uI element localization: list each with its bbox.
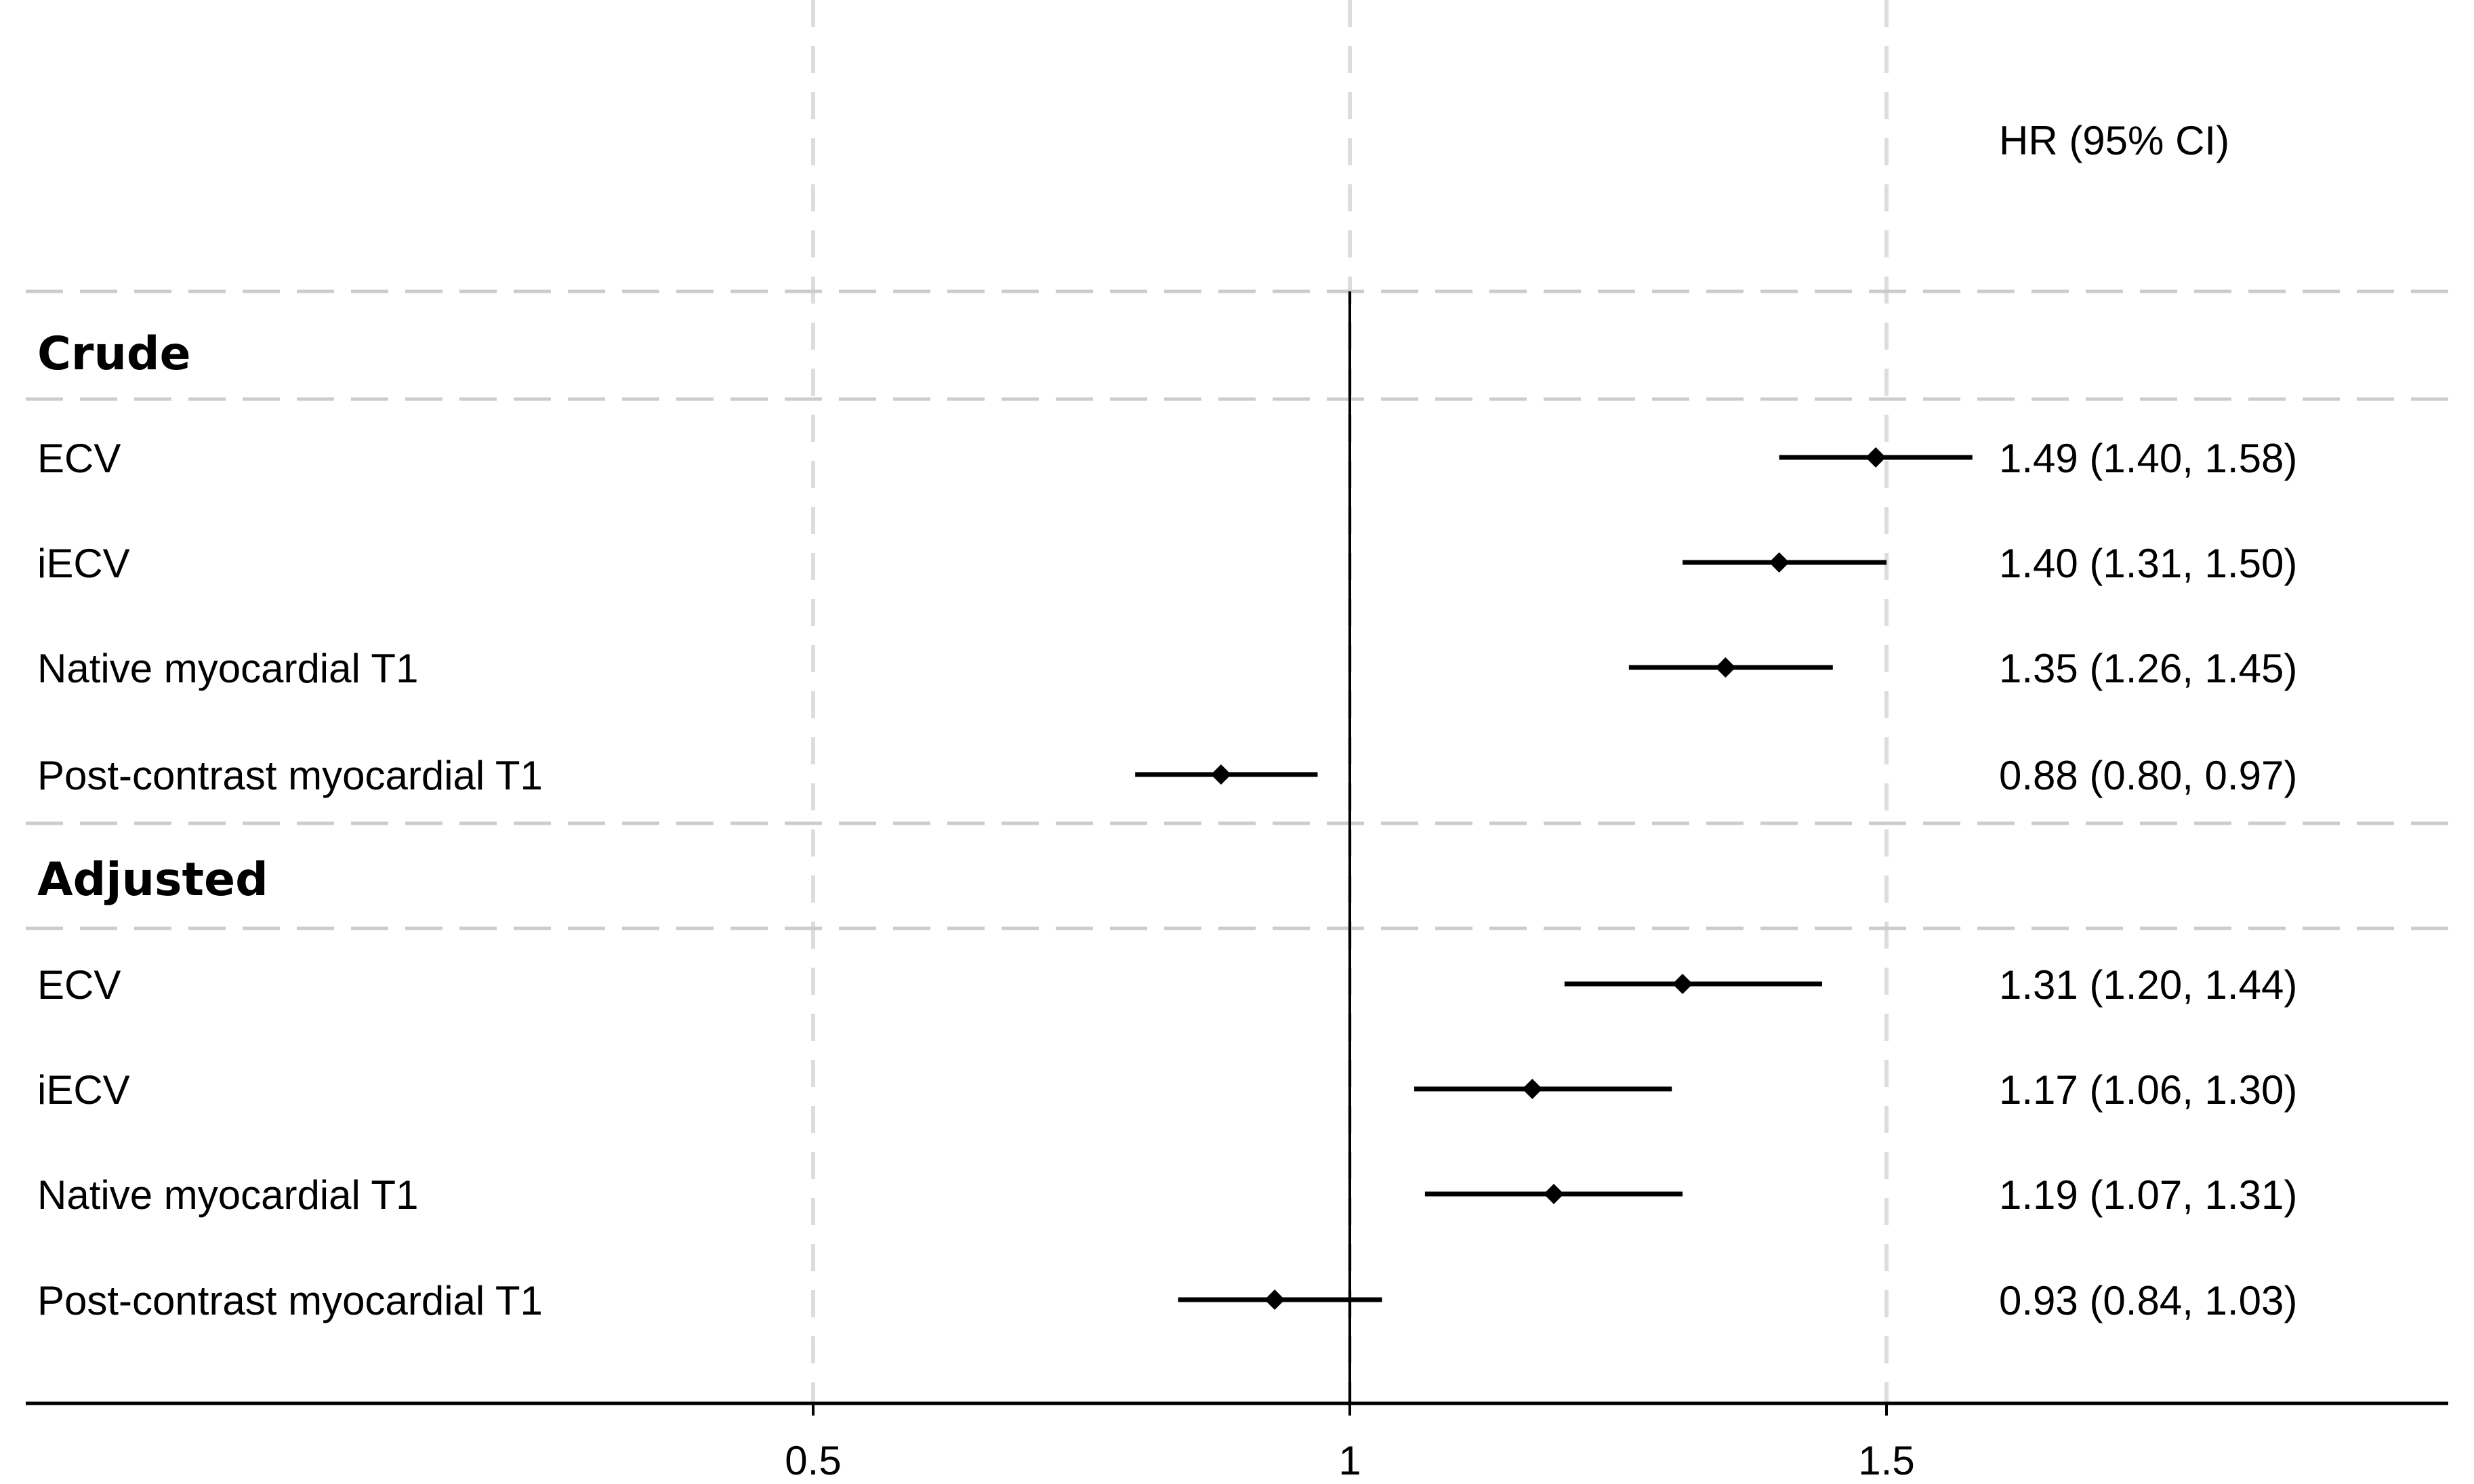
- point-estimate-marker: [1865, 447, 1887, 468]
- group-label: Adjusted: [37, 853, 268, 907]
- point-estimate-marker: [1543, 1184, 1564, 1204]
- estimate-text: 1.17 (1.06, 1.30): [1999, 1067, 2297, 1113]
- estimate-text: 0.88 (0.80, 0.97): [1999, 753, 2297, 798]
- estimate-text: 1.35 (1.26, 1.45): [1999, 646, 2297, 691]
- estimate-text: 1.49 (1.40, 1.58): [1999, 436, 2297, 481]
- point-estimate-marker: [1522, 1079, 1543, 1099]
- point-estimate-marker: [1210, 764, 1231, 785]
- row-label: Post-contrast myocardial T1: [37, 1278, 543, 1323]
- point-estimate-marker: [1264, 1290, 1285, 1310]
- x-tick-label: 0.5: [785, 1438, 841, 1483]
- point-estimate-marker: [1769, 552, 1790, 573]
- x-tick-label: 1.5: [1858, 1438, 1914, 1483]
- estimate-column-header: HR (95% CI): [1999, 118, 2229, 163]
- estimate-text: 1.19 (1.07, 1.31): [1999, 1172, 2297, 1218]
- row-label: iECV: [37, 541, 130, 586]
- row-label: Post-contrast myocardial T1: [37, 753, 543, 798]
- text-layer: HR (95% CI) Crude ECV 1.49 (1.40, 1.58) iEC…: [37, 118, 2297, 1323]
- marks-layer: [1135, 447, 1973, 1310]
- estimate-text: 1.40 (1.31, 1.50): [1999, 541, 2297, 586]
- row-label: ECV: [37, 962, 121, 1008]
- row-label: ECV: [37, 436, 121, 481]
- row-label: Native myocardial T1: [37, 1172, 418, 1218]
- x-tick-label: 1: [1338, 1438, 1361, 1483]
- group-label: Crude: [37, 327, 191, 381]
- row-label: iECV: [37, 1067, 130, 1113]
- point-estimate-marker: [1715, 657, 1736, 678]
- x-axis: 0.5 1 1.5: [26, 1401, 2448, 1483]
- separator-layer: [26, 289, 2448, 930]
- estimate-text: 1.31 (1.20, 1.44): [1999, 962, 2297, 1008]
- point-estimate-marker: [1672, 974, 1693, 994]
- row-label: Native myocardial T1: [37, 646, 418, 691]
- estimate-text: 0.93 (0.84, 1.03): [1999, 1278, 2297, 1323]
